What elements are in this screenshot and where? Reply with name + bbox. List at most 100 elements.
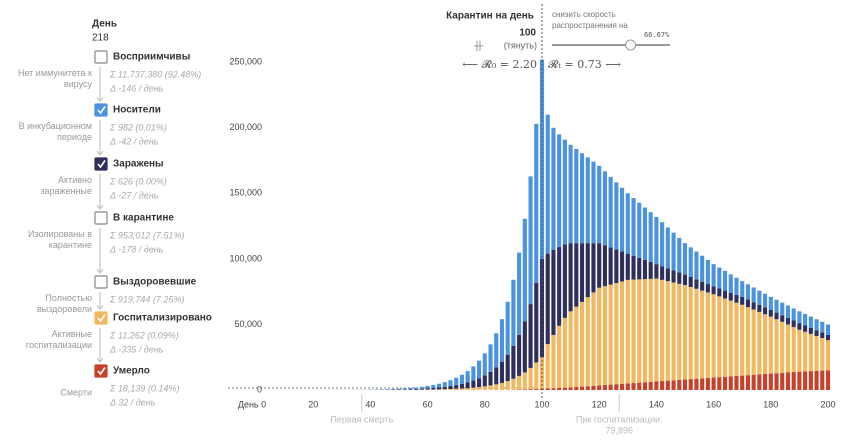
bar — [591, 292, 595, 385]
bar — [529, 304, 533, 368]
bar — [815, 336, 819, 371]
bar — [746, 307, 750, 375]
bar — [654, 279, 658, 382]
bar — [660, 266, 664, 280]
bar — [563, 388, 567, 390]
bar — [403, 389, 407, 390]
bar — [614, 249, 618, 283]
bar — [803, 332, 807, 372]
compartment-name[interactable]: В карантине — [113, 213, 174, 224]
bar — [752, 309, 756, 374]
bar — [591, 386, 595, 390]
bar — [757, 305, 761, 312]
bar — [466, 388, 470, 390]
bar — [689, 277, 693, 287]
checkbox[interactable] — [95, 365, 107, 377]
bar — [443, 382, 447, 387]
bar — [666, 227, 670, 268]
bar — [551, 335, 555, 388]
bar — [597, 288, 601, 386]
bar — [677, 273, 681, 284]
x-tick-label: 60 — [423, 399, 433, 409]
checkbox[interactable] — [95, 158, 107, 170]
bar — [460, 384, 464, 389]
compartment-name[interactable]: Восприимчивы — [113, 52, 190, 63]
bar — [569, 243, 573, 311]
bar — [534, 124, 538, 283]
compartment-name[interactable]: Выздоровевшие — [113, 277, 197, 288]
bar — [746, 300, 750, 308]
bar — [820, 371, 824, 390]
bar — [654, 381, 658, 390]
slider-knob[interactable] — [626, 40, 636, 50]
bar — [637, 258, 641, 280]
bar — [517, 253, 521, 335]
bar — [597, 243, 601, 288]
bar — [437, 389, 441, 390]
drag-hint[interactable]: (тянуть) — [504, 40, 537, 50]
bar — [500, 319, 504, 361]
bar — [494, 384, 498, 390]
bar — [809, 334, 813, 371]
bar — [523, 389, 527, 390]
bar — [763, 374, 767, 390]
bar — [557, 326, 561, 388]
checkbox[interactable] — [95, 276, 107, 288]
bar — [792, 321, 796, 328]
bar — [643, 279, 647, 382]
bar — [774, 313, 778, 320]
bar — [729, 301, 733, 377]
bar — [506, 355, 510, 381]
compartment-total: Σ 953,012 (7.51%) — [109, 230, 184, 240]
bar — [706, 292, 710, 377]
checkbox[interactable] — [95, 104, 107, 116]
bar — [460, 375, 464, 384]
bar — [700, 282, 704, 291]
bar — [637, 279, 641, 382]
bar — [443, 387, 447, 389]
checkbox[interactable] — [95, 312, 107, 324]
bar — [763, 307, 767, 314]
bar — [677, 284, 681, 380]
compartment-total: Σ 919,744 (7.25%) — [109, 294, 184, 304]
bar — [563, 318, 567, 388]
x-tick-label: 140 — [649, 399, 664, 409]
bar — [603, 245, 607, 286]
bar — [809, 371, 813, 390]
bar — [511, 379, 515, 390]
bar — [609, 177, 613, 248]
compartment-note: карантине — [49, 240, 92, 250]
compartment-name[interactable]: Умерло — [113, 366, 150, 377]
compartment-total: Σ 11,262 (0.09%) — [109, 330, 179, 340]
bar — [631, 383, 635, 390]
bar — [712, 294, 716, 377]
compartment-name[interactable]: Носители — [113, 105, 161, 116]
bar — [694, 289, 698, 379]
bar — [734, 295, 738, 303]
compartment-name[interactable]: Госпитализировано — [113, 313, 212, 324]
bar — [551, 128, 555, 250]
bar — [706, 284, 710, 292]
bar — [529, 368, 533, 389]
y-tick-label: 50,000 — [234, 319, 262, 329]
bar — [460, 388, 464, 390]
bar — [769, 297, 773, 310]
y-tick-label: 100,000 — [229, 253, 262, 263]
bar — [740, 297, 744, 305]
bar — [443, 389, 447, 390]
x-tick-label: 180 — [763, 399, 778, 409]
bar — [815, 330, 819, 336]
compartment-name[interactable]: Заражены — [113, 159, 164, 170]
bar — [471, 388, 475, 390]
bar — [712, 286, 716, 294]
compartment-delta: Δ -178 / день — [109, 244, 164, 254]
bar — [448, 389, 452, 390]
annotation: Пик госпитализации: — [576, 414, 663, 424]
checkbox[interactable] — [95, 212, 107, 224]
checkbox[interactable] — [95, 51, 107, 63]
bar — [574, 307, 578, 387]
bar — [386, 389, 390, 390]
compartment-note: периоде — [57, 132, 92, 142]
bar — [626, 280, 630, 384]
